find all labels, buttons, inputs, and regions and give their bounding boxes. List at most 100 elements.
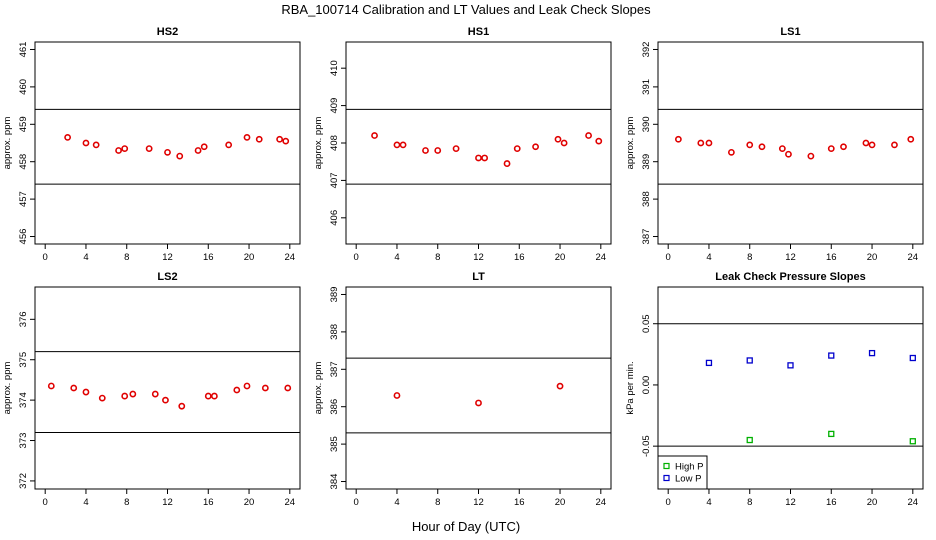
data-point (868, 349, 876, 357)
legend-marker (663, 474, 670, 482)
x-tick-label: 24 (596, 252, 607, 263)
x-tick-label: 4 (706, 252, 711, 263)
y-axis-label: kPa per min. (625, 361, 636, 414)
y-tick-label: 384 (329, 474, 340, 490)
y-tick-label: 372 (18, 473, 29, 489)
y-tick-label: 0.00 (641, 376, 652, 395)
x-tick-label: 8 (435, 497, 440, 508)
panel-3: LS1 0 4 8 12 16 20 24 387 388 389 390 391 392 approx. … (625, 26, 924, 263)
x-tick-label: 24 (285, 252, 296, 263)
y-tick-label: 461 (18, 42, 29, 58)
data-point (758, 143, 766, 151)
data-point (807, 152, 815, 160)
data-point (371, 132, 378, 139)
data-point (907, 135, 915, 143)
panel-title: HS2 (157, 26, 178, 38)
x-tick-label: 12 (473, 497, 484, 508)
y-tick-label: 385 (329, 436, 340, 452)
x-tick-label: 12 (162, 497, 173, 508)
y-tick-label: 373 (18, 433, 29, 449)
panel-grid: HS2 0 4 8 12 16 20 24 456 457 458 459 460 461 approx. … (2, 26, 924, 508)
data-point (475, 154, 482, 162)
y-tick-label: 406 (329, 210, 340, 226)
data-point (115, 147, 122, 154)
y-tick-label: 392 (641, 42, 652, 58)
plot-frame (345, 286, 612, 490)
y-axis-label: approx. ppm (313, 117, 324, 170)
data-point (909, 354, 916, 362)
y-tick-label: 408 (329, 135, 340, 151)
y-tick-label: 375 (18, 352, 29, 368)
data-point (434, 147, 442, 154)
data-point (481, 154, 489, 162)
data-point (204, 392, 212, 400)
data-point (284, 384, 292, 392)
data-point (243, 382, 251, 390)
x-tick-label: 20 (867, 497, 878, 508)
x-tick-label: 20 (244, 497, 255, 508)
data-point (475, 399, 482, 407)
x-tick-label: 16 (203, 497, 214, 508)
data-point (47, 382, 55, 390)
y-axis-label: approx. ppm (313, 362, 324, 415)
y-tick-label: 387 (641, 229, 652, 245)
y-tick-label: 0.05 (641, 314, 652, 333)
y-tick-label: 390 (641, 116, 652, 132)
legend-marker (663, 462, 670, 470)
data-point (862, 139, 870, 147)
x-tick-label: 8 (435, 252, 440, 263)
x-tick-label: 12 (785, 497, 796, 508)
x-tick-label: 8 (124, 252, 129, 263)
data-point (151, 390, 159, 398)
data-point (178, 402, 186, 410)
y-tick-label: 409 (329, 98, 340, 114)
data-point (194, 147, 202, 154)
data-point (261, 384, 269, 392)
y-tick-label: 407 (329, 172, 340, 188)
data-point (697, 139, 705, 147)
data-point (393, 392, 401, 399)
plot-frame (34, 286, 301, 490)
data-point (554, 135, 562, 143)
data-point (746, 436, 753, 444)
x-tick-label: 0 (666, 252, 671, 263)
data-point (503, 160, 511, 167)
data-point (556, 382, 564, 390)
data-point (164, 148, 171, 156)
data-point (785, 150, 792, 158)
data-point (82, 388, 90, 396)
y-axis-label: approx. ppm (2, 117, 13, 170)
y-tick-label: 456 (18, 229, 29, 245)
x-tick-label: 12 (162, 252, 173, 263)
y-tick-label: 457 (18, 191, 29, 207)
panel-6: Leak Check Pressure Slopes 0 4 8 12 16 20 24 -0.… (625, 271, 924, 508)
data-point (129, 390, 137, 398)
x-tick-label: 8 (747, 497, 752, 508)
y-tick-label: 458 (18, 154, 29, 170)
x-tick-label: 20 (244, 252, 255, 263)
data-point (452, 145, 460, 153)
x-tick-label: 0 (354, 497, 359, 508)
data-point (778, 145, 786, 153)
x-tick-label: 16 (826, 497, 837, 508)
x-tick-label: 16 (203, 252, 214, 263)
x-tick-label: 8 (747, 252, 752, 263)
data-point (746, 141, 754, 149)
y-tick-label: 388 (329, 324, 340, 340)
plot-frame (34, 41, 301, 245)
data-point (513, 145, 521, 153)
x-tick-label: 4 (706, 497, 711, 508)
x-tick-label: 4 (394, 252, 399, 263)
data-point (255, 135, 263, 143)
panel-2: HS1 0 4 8 12 16 20 24 406 407 408 409 410 approx. ppm (313, 26, 612, 263)
data-point (727, 148, 735, 156)
x-tick-label: 4 (394, 497, 399, 508)
data-point (98, 394, 106, 402)
x-tick-label: 0 (43, 497, 48, 508)
y-tick-label: 389 (641, 154, 652, 170)
data-point (121, 392, 129, 400)
data-point (233, 386, 241, 394)
data-point (705, 359, 713, 367)
data-point (92, 141, 100, 149)
